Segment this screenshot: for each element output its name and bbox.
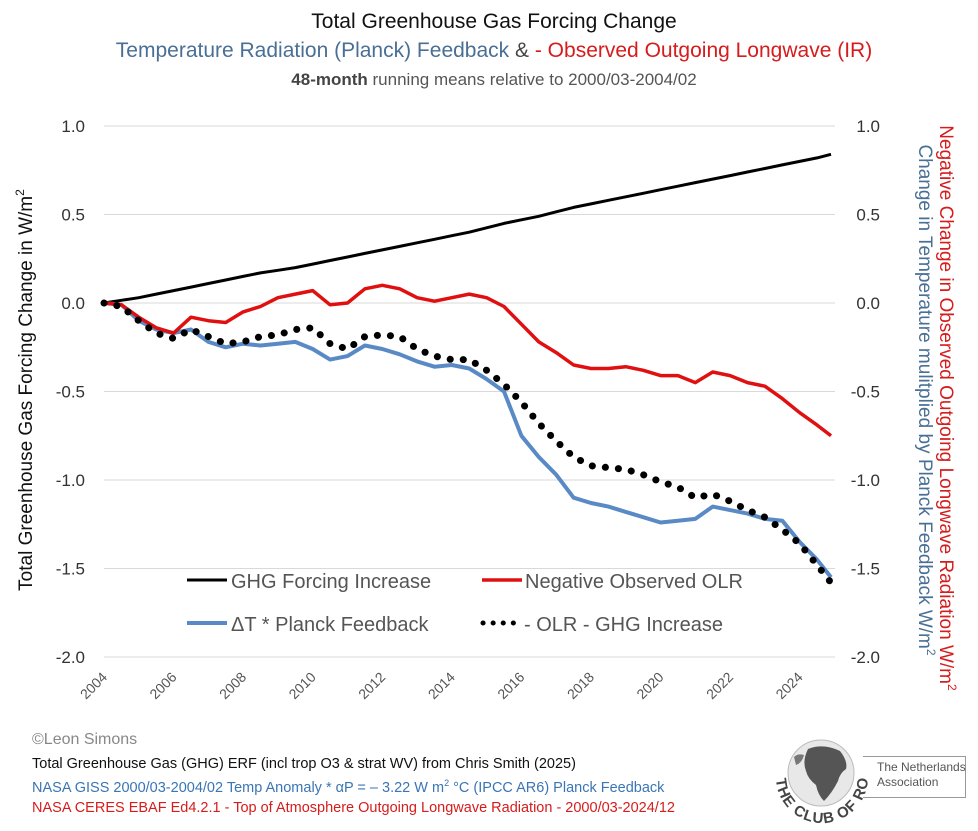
x-tick: 2024 [772, 669, 805, 702]
legend-label-residual: - OLR - GHG Increase [524, 614, 723, 636]
y-axis-right-label-red-text: Negative Change in Observed Outgoing Lon… [935, 125, 956, 684]
x-tick: 2020 [633, 669, 666, 702]
y-tick-right: -2.0 [851, 648, 880, 667]
source-giss: NASA GISS 2000/03-2004/02 Temp Anomaly *… [32, 778, 664, 796]
svg-text:Total Greenhouse Gas Forcing C: Total Greenhouse Gas Forcing Change in W… [13, 189, 37, 591]
y-tick-left: -1.0 [56, 471, 85, 490]
x-tick: 2016 [494, 669, 527, 702]
legend-item-residual: - OLR - GHG Increase [480, 614, 723, 636]
y-axis-left-label-sup: 2 [13, 189, 27, 196]
series-line-t-planck-feedback [103, 301, 833, 579]
source-giss-text: NASA GISS 2000/03-2004/02 Temp Anomaly *… [32, 779, 445, 796]
chart-title: Total Greenhouse Gas Forcing Change [311, 10, 677, 33]
source-giss-text-2: °C (IPCC AR6) Planck Feedback [449, 779, 665, 796]
globe-icon: THE CLUB OF ROME [768, 735, 871, 827]
x-tick: 2004 [77, 669, 110, 702]
y-tick-right: -1.0 [851, 471, 880, 490]
x-tick: 2006 [146, 669, 179, 702]
y-tick-left: 0.0 [61, 294, 85, 313]
y-axis-right-label-blue: Change in Temperature mulitplied by Plan… [914, 144, 938, 655]
svg-text:Change in Temperature mulitpli: Change in Temperature mulitplied by Plan… [914, 144, 938, 655]
y-axis-right-label-blue-text: Change in Temperature mulitplied by Plan… [914, 144, 935, 648]
y-axis-right-label-red: Negative Change in Observed Outgoing Lon… [935, 125, 959, 691]
subtitle-running-window: 48-month [291, 70, 368, 89]
legend-item-ghg: GHG Forcing Increase [187, 571, 431, 593]
y-tick-left: 1.0 [61, 117, 85, 136]
series-lines [100, 152, 835, 587]
y-tick-right: 0.0 [856, 294, 880, 313]
logo-association-text: The Netherlands Association [877, 760, 966, 790]
y-tick-right: 1.0 [856, 117, 880, 136]
y-tick-left: 0.5 [61, 206, 85, 225]
y-axis-right-label-red-sup: 2 [945, 684, 959, 691]
x-tick: 2018 [564, 669, 597, 702]
x-tick: 2014 [425, 669, 458, 702]
x-tick: 2010 [285, 669, 318, 702]
legend-label-olr: Negative Observed OLR [525, 571, 743, 593]
y-tick-left: -1.5 [56, 560, 85, 579]
legend-label-planck: ΔT * Planck Feedback [231, 614, 430, 636]
club-of-rome-logo: THE CLUB OF ROME The NetherlandsAssociat… [768, 735, 973, 827]
legend-item-olr: Negative Observed OLR [482, 571, 743, 593]
subtitle-olr: - Observed Outgoing Longwave (IR) [534, 39, 873, 62]
logo-association-box [863, 756, 966, 798]
y-axis-left-ticks: 1.0 0.5 0.0 -0.5 -1.0 -1.5 -2.0 [56, 117, 85, 667]
subtitle-amp: & [509, 39, 535, 62]
legend: GHG Forcing Increase Negative Observed O… [187, 571, 743, 636]
y-axis-left-label-text: Total Greenhouse Gas Forcing Change in W… [16, 196, 37, 591]
logo-association-line2: Association [877, 775, 939, 789]
y-tick-right: -1.5 [851, 560, 880, 579]
y-axis-right-ticks: 1.0 0.5 0.0 -0.5 -1.0 -1.5 -2.0 [851, 117, 880, 667]
y-axis-right-label-blue-sup: 2 [924, 649, 938, 656]
x-tick: 2022 [703, 669, 736, 702]
svg-text:Negative Change in Observed Ou: Negative Change in Observed Outgoing Lon… [935, 125, 959, 691]
gridlines [104, 125, 835, 658]
y-tick-left: -0.5 [56, 383, 85, 402]
credit-text: ©Leon Simons [32, 731, 138, 748]
x-tick: 2008 [216, 669, 249, 702]
y-axis-left-label: Total Greenhouse Gas Forcing Change in W… [13, 189, 37, 591]
chart-subtitle: Temperature Radiation (Planck) Feedback … [5, 39, 978, 63]
subtitle-reference: running means relative to 2000/03-2004/0… [367, 70, 697, 89]
y-tick-left: -2.0 [56, 648, 85, 667]
source-ceres: NASA CERES EBAF Ed4.2.1 - Top of Atmosph… [32, 800, 675, 816]
legend-label-ghg: GHG Forcing Increase [231, 571, 431, 593]
source-ghg: Total Greenhouse Gas (GHG) ERF (incl tro… [32, 756, 576, 772]
x-axis-ticks: 2004 2006 2008 2010 2012 2014 2016 2018 2020 2022… [77, 669, 806, 702]
y-tick-right: 0.5 [856, 206, 880, 225]
legend-item-planck: ΔT * Planck Feedback [187, 614, 430, 636]
y-tick-right: -0.5 [851, 383, 880, 402]
series-line-ghg-forcing-increase [103, 152, 832, 305]
source-giss-sup: 2 [444, 778, 450, 788]
subtitle-planck: Temperature Radiation (Planck) Feedback [115, 39, 510, 62]
chart-subtitle-2: 48-month running means relative to 2000/… [5, 70, 978, 90]
x-tick: 2012 [355, 669, 388, 702]
logo-association-line1: The Netherlands [877, 760, 966, 774]
series-line-negative-observed-olr [103, 283, 833, 438]
